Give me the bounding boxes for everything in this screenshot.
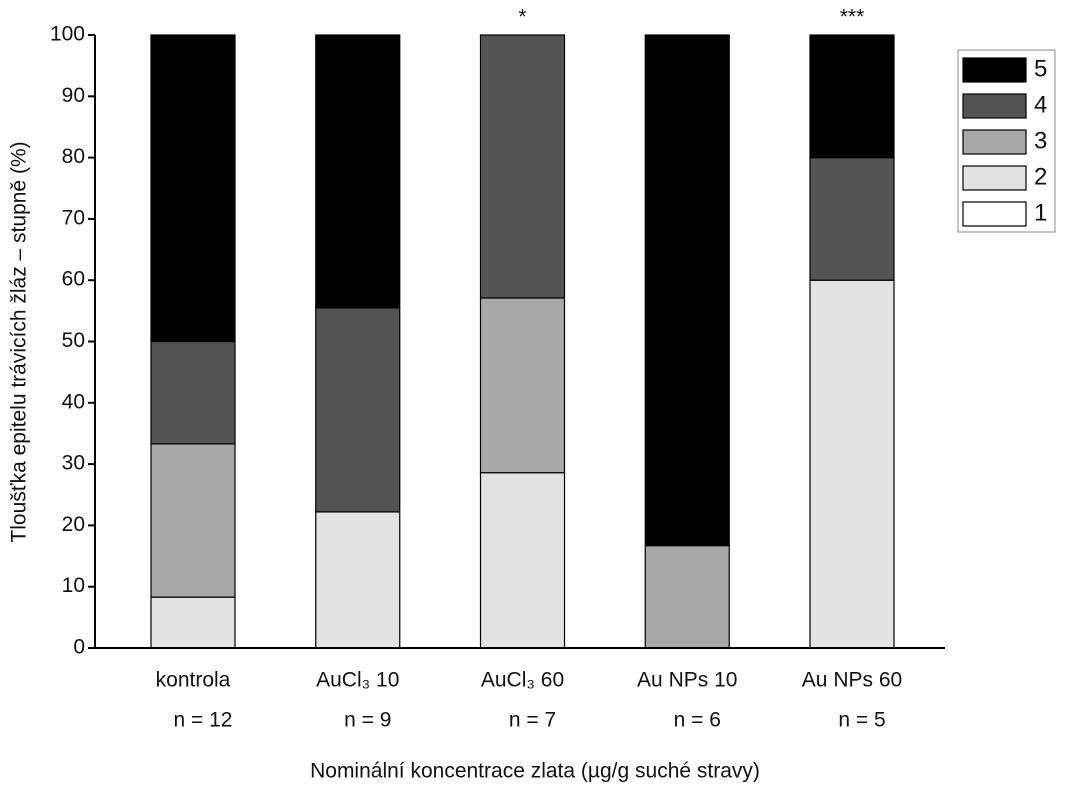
n-label: n = 7	[509, 709, 556, 732]
n-label: n = 6	[674, 709, 721, 732]
n-label: n = 9	[344, 709, 391, 732]
bar-segment	[150, 340, 236, 445]
bar-segment	[644, 545, 730, 649]
y-tick-label: 90	[62, 84, 85, 107]
x-tick-label: AuCl₃ 10	[316, 669, 399, 692]
y-tick-label: 30	[62, 452, 85, 475]
y-tick-label: 80	[62, 145, 85, 168]
bar-segment	[479, 297, 566, 474]
bar-segment	[479, 34, 566, 299]
y-tick-label: 70	[62, 206, 85, 229]
bar-segment	[315, 307, 401, 513]
x-tick-label: Au NPs 60	[802, 669, 902, 692]
bar-segment	[315, 34, 401, 309]
bar-segment	[150, 34, 236, 343]
bar-segment	[644, 34, 730, 547]
legend-swatch	[962, 129, 1027, 155]
y-tick-label: 0	[73, 636, 85, 659]
legend-label: 3	[1034, 127, 1047, 154]
legend-label: 1	[1034, 199, 1047, 226]
significance-annotation: ***	[840, 6, 865, 29]
n-label: n = 12	[174, 709, 233, 732]
legend-swatch	[962, 93, 1027, 119]
x-tick-label: kontrola	[156, 669, 231, 692]
legend-label: 5	[1034, 55, 1047, 82]
bar-segment	[809, 34, 895, 159]
x-tick-label: AuCl₃ 60	[481, 669, 564, 692]
x-axis-label: Nominální koncentrace zlata (µg/g suché …	[310, 760, 760, 783]
n-label: n = 5	[838, 709, 885, 732]
bar-segment	[315, 511, 401, 649]
y-tick-label: 20	[62, 513, 85, 536]
legend-label: 2	[1034, 163, 1047, 190]
y-tick-label: 40	[62, 390, 85, 413]
x-tick-label: Au NPs 10	[637, 669, 737, 692]
y-tick-label: 10	[62, 574, 85, 597]
y-axis-label: Tloušťka epitelu trávicích žláz – stupně…	[8, 141, 31, 542]
legend-swatch	[962, 165, 1027, 191]
bar-segment	[150, 596, 236, 649]
y-tick-label: 100	[50, 23, 85, 46]
bar-segment	[150, 443, 236, 598]
bar-segment	[479, 472, 566, 649]
y-tick-label: 50	[62, 329, 85, 352]
legend-label: 4	[1034, 91, 1047, 118]
bar-segment	[809, 279, 895, 649]
legend-swatch	[962, 201, 1027, 227]
significance-annotation: *	[518, 6, 526, 29]
legend-swatch	[962, 57, 1027, 83]
bar-segment	[809, 157, 895, 281]
y-tick-label: 60	[62, 268, 85, 291]
